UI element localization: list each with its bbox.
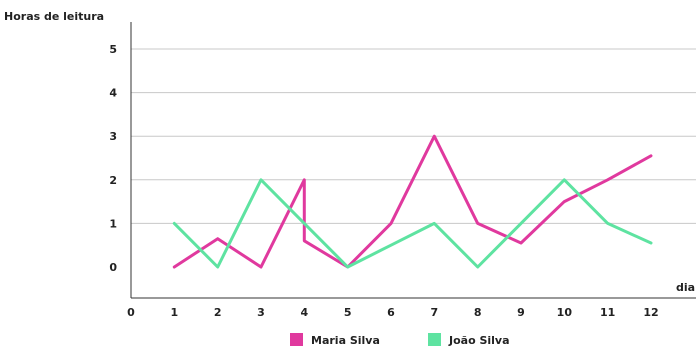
x-tick-label: 0	[127, 306, 135, 319]
axis-labels: Horas de leitura dia	[4, 10, 695, 294]
x-tick-label: 6	[387, 306, 395, 319]
y-tick-label: 2	[109, 174, 117, 187]
y-tick-label: 0	[109, 261, 117, 274]
x-tick-label: 12	[643, 306, 658, 319]
x-tick-label: 11	[600, 306, 615, 319]
y-tick-label: 3	[109, 130, 117, 143]
x-tick-label: 10	[557, 306, 573, 319]
x-tick-label: 4	[301, 306, 309, 319]
series-line-1	[172, 134, 653, 269]
x-axis-label: dia	[676, 281, 695, 294]
x-tick-label: 5	[344, 306, 352, 319]
legend-swatch	[428, 333, 441, 346]
x-tick-label: 8	[474, 306, 482, 319]
legend-swatch	[290, 333, 303, 346]
y-tick-label: 4	[109, 87, 117, 100]
legend: Maria Silva João Silva	[290, 333, 510, 347]
grid-lines	[131, 48, 696, 224]
legend-label: João Silva	[448, 334, 510, 347]
x-tick-label: 2	[214, 306, 222, 319]
x-tick-label: 9	[517, 306, 525, 319]
y-tick-label: 1	[109, 217, 117, 230]
legend-label: Maria Silva	[311, 334, 380, 347]
y-tick-label: 5	[109, 43, 117, 56]
series-lines	[172, 134, 653, 269]
x-tick-label: 7	[431, 306, 439, 319]
x-tick-label: 3	[257, 306, 265, 319]
y-axis-label: Horas de leitura	[4, 10, 104, 23]
x-tick-label: 1	[171, 306, 179, 319]
series-line-2	[172, 178, 653, 269]
